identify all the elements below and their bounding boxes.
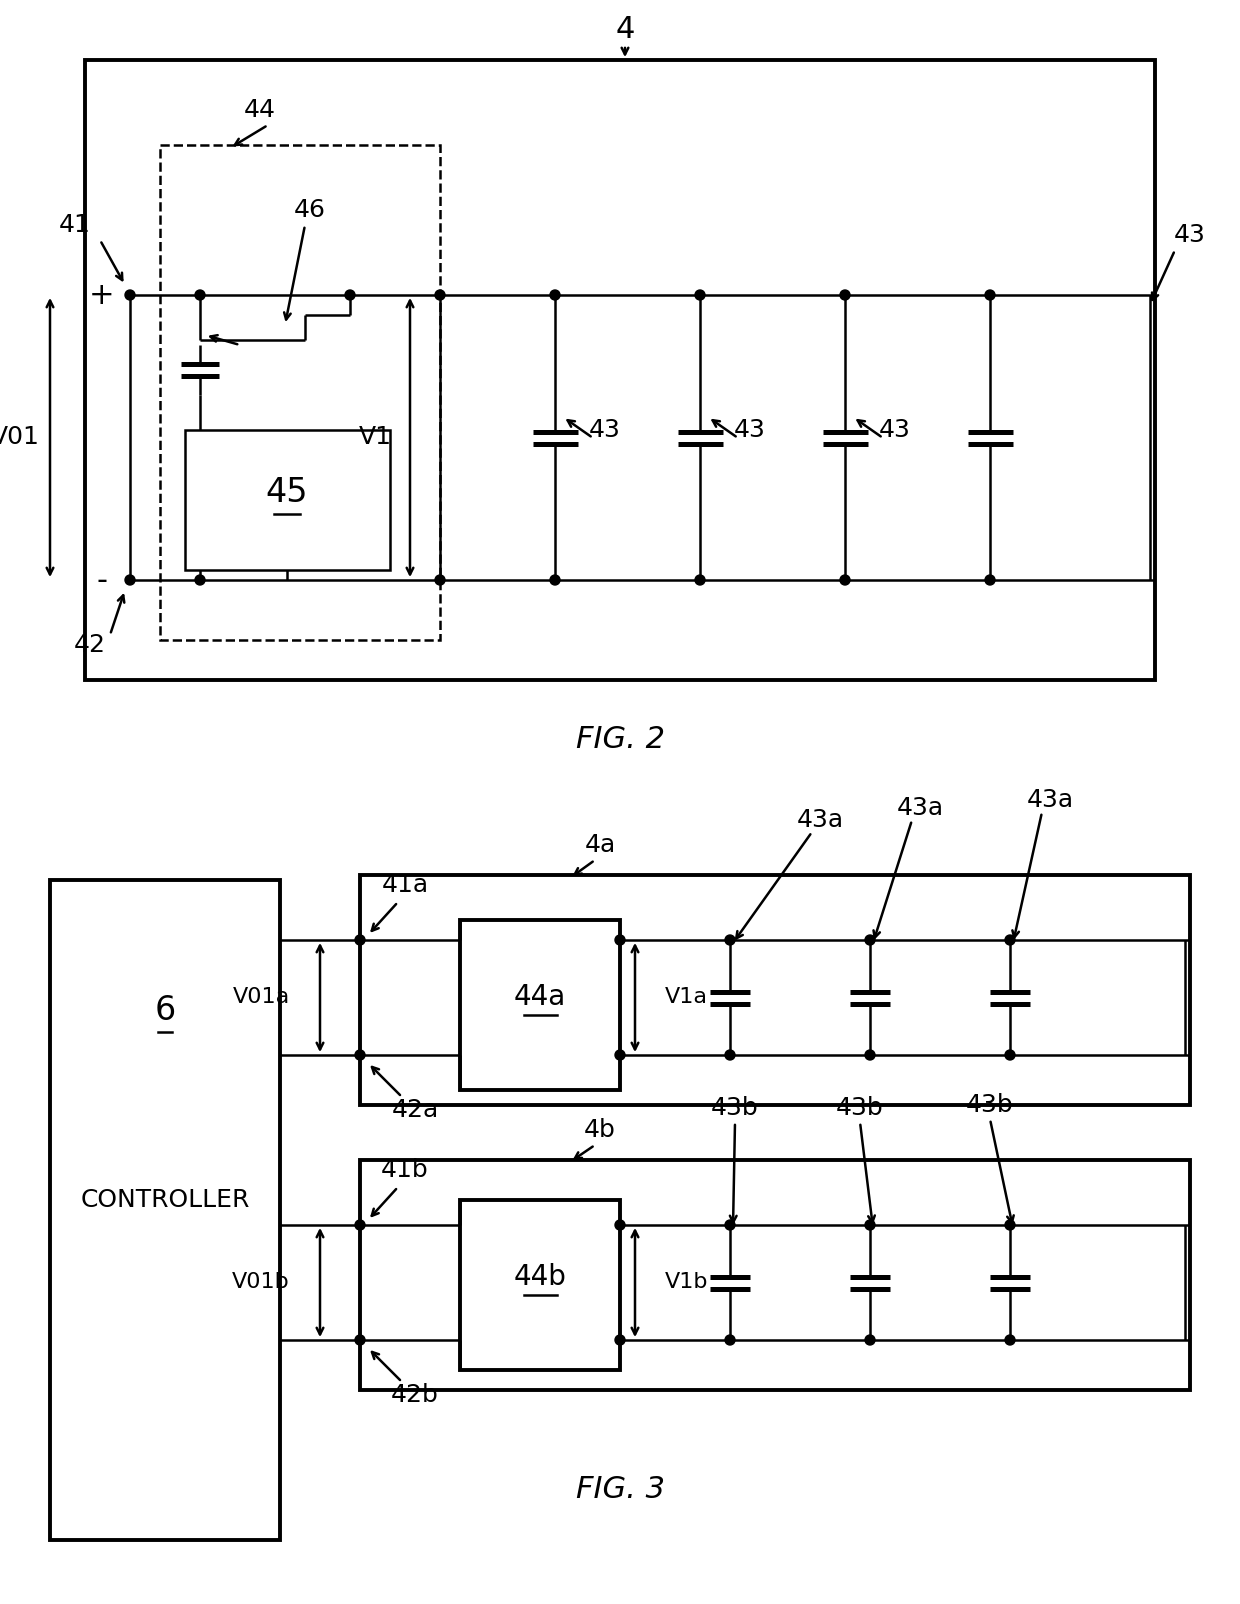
Text: 44b: 44b	[513, 1262, 567, 1291]
Circle shape	[725, 1221, 735, 1230]
Circle shape	[985, 290, 994, 300]
Text: 43b: 43b	[711, 1096, 759, 1120]
Circle shape	[355, 935, 365, 945]
Text: 43a: 43a	[796, 808, 843, 832]
Text: 43: 43	[589, 419, 621, 443]
Circle shape	[355, 1335, 365, 1346]
Circle shape	[355, 1221, 365, 1230]
Circle shape	[195, 574, 205, 585]
Text: 42: 42	[74, 634, 105, 658]
Text: 43b: 43b	[836, 1096, 884, 1120]
Circle shape	[866, 1221, 875, 1230]
Text: FIG. 2: FIG. 2	[575, 725, 665, 754]
Text: 43: 43	[1174, 223, 1207, 247]
Circle shape	[195, 290, 205, 300]
Text: 41: 41	[60, 213, 91, 237]
Circle shape	[125, 574, 135, 585]
Circle shape	[866, 935, 875, 945]
Text: 43: 43	[734, 419, 766, 443]
Circle shape	[694, 574, 706, 585]
Text: 42b: 42b	[391, 1383, 439, 1407]
Circle shape	[355, 1051, 365, 1060]
Circle shape	[985, 574, 994, 585]
Text: 4a: 4a	[584, 832, 615, 857]
Text: 41a: 41a	[382, 873, 429, 897]
Text: V1b: V1b	[665, 1272, 708, 1291]
Text: V01b: V01b	[232, 1272, 290, 1291]
Text: 43a: 43a	[1027, 788, 1074, 812]
Circle shape	[1004, 935, 1016, 945]
Text: 6: 6	[154, 993, 176, 1027]
Text: 45: 45	[265, 475, 309, 508]
Text: -: -	[97, 566, 108, 595]
Circle shape	[866, 1051, 875, 1060]
Text: V1: V1	[358, 425, 392, 449]
Circle shape	[435, 574, 445, 585]
Circle shape	[345, 290, 355, 300]
Bar	[185, 430, 391, 569]
Bar	[360, 876, 1190, 1105]
Text: V1a: V1a	[665, 986, 708, 1007]
Text: V01: V01	[0, 425, 40, 449]
Circle shape	[839, 290, 849, 300]
Text: 44a: 44a	[513, 983, 567, 1011]
Circle shape	[551, 290, 560, 300]
Circle shape	[694, 290, 706, 300]
Circle shape	[435, 290, 445, 300]
Bar	[50, 881, 280, 1540]
Circle shape	[1004, 1221, 1016, 1230]
Text: 41b: 41b	[381, 1158, 429, 1182]
Circle shape	[866, 1335, 875, 1346]
Circle shape	[125, 290, 135, 300]
Circle shape	[615, 1221, 625, 1230]
Text: +: +	[89, 281, 115, 310]
Bar	[360, 1160, 1190, 1391]
Bar	[160, 144, 440, 640]
Text: 43b: 43b	[966, 1092, 1014, 1116]
Text: 43a: 43a	[897, 796, 944, 820]
Text: CONTROLLER: CONTROLLER	[81, 1189, 249, 1213]
Circle shape	[1004, 1335, 1016, 1346]
Circle shape	[725, 1051, 735, 1060]
Bar	[86, 59, 1154, 680]
Circle shape	[725, 935, 735, 945]
Text: 42a: 42a	[392, 1099, 439, 1123]
Text: 43: 43	[879, 419, 911, 443]
Bar	[460, 1200, 620, 1370]
Circle shape	[551, 574, 560, 585]
Text: 44: 44	[244, 98, 277, 122]
Circle shape	[725, 1335, 735, 1346]
Circle shape	[839, 574, 849, 585]
Text: 46: 46	[294, 197, 326, 221]
Text: 4: 4	[615, 16, 635, 45]
Text: 4b: 4b	[584, 1118, 616, 1142]
Circle shape	[615, 935, 625, 945]
Circle shape	[615, 1051, 625, 1060]
Bar	[460, 921, 620, 1091]
Circle shape	[615, 1335, 625, 1346]
Text: FIG. 3: FIG. 3	[575, 1476, 665, 1505]
Circle shape	[1004, 1051, 1016, 1060]
Text: V01a: V01a	[233, 986, 290, 1007]
